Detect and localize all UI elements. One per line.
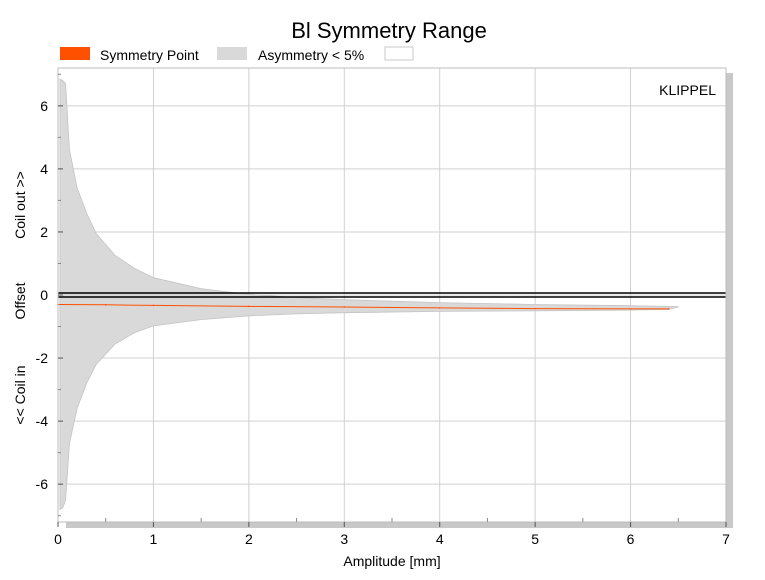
x-tick-label-1: 1 [150,531,158,547]
legend: Symmetry Point Asymmetry < 5% [60,46,414,63]
brand-label: KLIPPEL [659,82,716,98]
y-tick-label-5: 4 [40,161,48,177]
y-axis-label-coil-in: << Coil in [12,365,28,424]
x-axis-ticks: 0 1 2 3 4 5 6 7 [54,518,730,547]
x-tick-label-0: 0 [54,531,62,547]
legend-label-symmetry-point: Symmetry Point [100,47,199,63]
symmetry-point-marker [104,303,107,306]
asymmetry-band [59,78,679,511]
y-tick-label-4: 2 [40,224,48,240]
symmetry-point-marker [438,307,441,309]
legend-swatch-asymmetry [217,47,247,60]
y-tick-label-1: -4 [36,413,49,429]
asymmetry-band-area [59,78,679,511]
chart-title: Bl Symmetry Range [291,18,487,43]
x-tick-label-3: 3 [340,531,348,547]
legend-swatch-empty [384,46,414,61]
plot-shadow-right [725,73,733,528]
symmetry-point-marker [248,305,250,308]
symmetry-point-marker [152,304,155,307]
legend-label-asymmetry: Asymmetry < 5% [258,47,364,63]
symmetry-point-marker [629,308,632,310]
y-axis-label-offset: Offset [12,282,28,319]
zero-line [58,292,726,298]
y-axis-label-coil-out: Coil out >> [12,171,28,239]
x-tick-label-6: 6 [627,531,635,547]
x-axis-label: Amplitude [mm] [343,553,440,569]
y-axis-ticks: -6 -4 -2 0 2 4 6 [36,73,63,517]
y-tick-label-0: -6 [36,476,49,492]
y-tick-label-6: 6 [40,98,48,114]
symmetry-point-marker [343,306,346,308]
x-tick-label-7: 7 [722,531,730,547]
x-tick-label-4: 4 [436,531,444,547]
x-tick-label-2: 2 [245,531,253,547]
symmetry-point-marker [667,308,670,310]
x-tick-label-5: 5 [531,531,539,547]
symmetry-point-marker [534,307,536,310]
plot-shadow-bottom [66,521,733,528]
legend-swatch-symmetry-point [60,47,90,60]
y-tick-label-3: 0 [40,287,48,303]
y-tick-label-2: -2 [36,350,49,366]
